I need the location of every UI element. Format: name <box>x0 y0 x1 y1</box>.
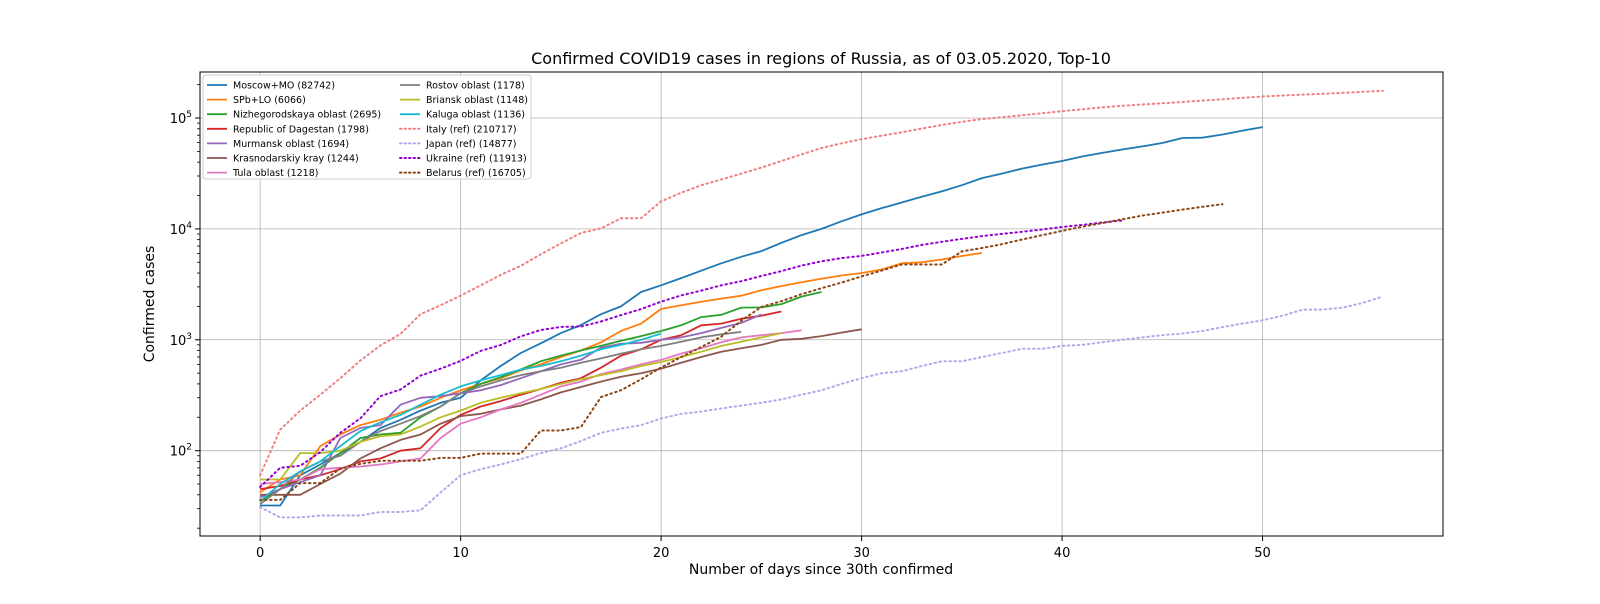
legend-label: Ukraine (ref) (11913) <box>426 154 527 165</box>
x-tick-label: 50 <box>1254 546 1271 561</box>
legend: Moscow+MO (82742) SPb+LO (6066) Nizhegorod… <box>202 74 532 180</box>
legend-label: Nizhegorodskaya oblast (2695) <box>233 110 381 121</box>
legend-label: Murmansk oblast (1694) <box>233 139 349 150</box>
legend-box <box>202 74 532 180</box>
series-line <box>259 313 762 499</box>
x-tick-label: 40 <box>1054 546 1071 561</box>
x-axis-label: Number of days since 30th confirmed <box>689 562 953 578</box>
legend-label: Tula oblast (1218) <box>232 168 318 179</box>
legend-label: Rostov oblast (1178) <box>426 81 525 92</box>
series-line <box>259 219 1124 488</box>
legend-label: Italy (ref) (210717) <box>426 124 517 135</box>
plot-frame <box>199 71 1444 537</box>
axis-ticks: 0 10 20 30 40 50 102 103 104 105 <box>170 84 1271 561</box>
y-tick-label: 103 <box>170 332 192 349</box>
series-line <box>259 291 822 502</box>
legend-label: Japan (ref) (14877) <box>425 139 516 150</box>
series-line <box>260 332 782 481</box>
x-tick-label: 20 <box>653 546 670 561</box>
legend-label: Briansk oblast (1148) <box>426 95 528 106</box>
series-lines <box>259 89 1384 519</box>
series-line <box>259 331 742 505</box>
series-line <box>260 126 1263 507</box>
legend-label: Moscow+MO (82742) <box>233 81 335 92</box>
y-tick-label: 105 <box>170 110 192 127</box>
y-tick-label: 104 <box>170 221 193 238</box>
y-tick-label: 102 <box>170 443 192 460</box>
series-line <box>259 332 662 502</box>
legend-label: Republic of Dagestan (1798) <box>233 124 369 135</box>
series-line <box>259 252 983 494</box>
series-line <box>259 89 1384 477</box>
series-line <box>259 203 1224 501</box>
x-tick-label: 30 <box>853 546 870 561</box>
legend-label: SPb+LO (6066) <box>233 95 306 106</box>
series-line <box>259 295 1384 519</box>
legend-label: Belarus (ref) (16705) <box>426 168 526 179</box>
legend-label: Kaluga oblast (1136) <box>426 110 525 121</box>
grid-lines <box>200 72 1443 536</box>
series-line <box>260 328 862 496</box>
x-tick-label: 0 <box>256 546 264 561</box>
x-tick-label: 10 <box>452 546 469 561</box>
y-axis-label: Confirmed cases <box>142 246 158 363</box>
chart-title: Confirmed COVID19 cases in regions of Ru… <box>531 49 1111 68</box>
legend-label: Krasnodarskiy kray (1244) <box>233 154 359 165</box>
